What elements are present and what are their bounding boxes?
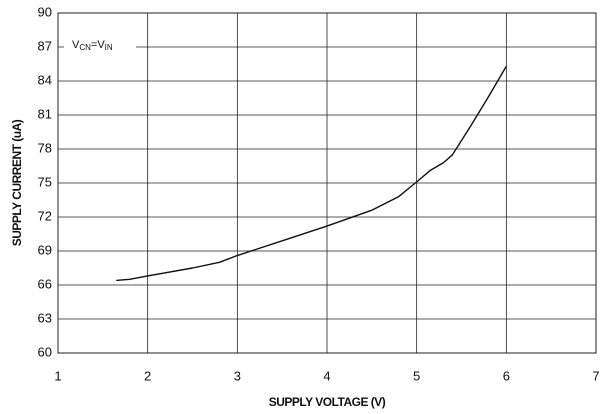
y-axis-title: SUPPLY CURRENT (uA) <box>10 119 24 246</box>
annotation: VCN=VIN <box>72 39 113 52</box>
y-tick-label: 78 <box>38 140 52 155</box>
y-tick-label: 90 <box>38 4 52 19</box>
annotation-part: V <box>72 39 80 51</box>
x-axis-title: SUPPLY VOLTAGE (V) <box>269 395 386 409</box>
grid <box>57 12 597 354</box>
x-tick-label: 7 <box>592 368 599 383</box>
y-tick-label: 60 <box>38 344 52 359</box>
y-tick-label: 72 <box>38 208 52 223</box>
y-tick-label: 75 <box>38 174 52 189</box>
data-line <box>116 65 507 282</box>
y-tick-label: 63 <box>38 310 52 325</box>
x-tick-label: 4 <box>323 368 330 383</box>
annotation-box <box>64 32 136 58</box>
y-tick-label: 69 <box>38 242 52 257</box>
y-tick-label: 84 <box>38 72 52 87</box>
annotation-part: CN <box>79 43 91 52</box>
x-tick-label: 1 <box>54 368 61 383</box>
x-tick-label: 2 <box>144 368 151 383</box>
annotation-part: =V <box>91 39 105 51</box>
y-tick-label: 87 <box>38 38 52 53</box>
x-tick-label: 5 <box>413 368 420 383</box>
annotation-part: IN <box>105 43 113 52</box>
y-tick-label: 81 <box>38 106 52 121</box>
x-tick-label: 3 <box>234 368 241 383</box>
x-tick-label: 6 <box>503 368 510 383</box>
y-tick-label: 66 <box>38 276 52 291</box>
plot-frame <box>57 12 597 354</box>
